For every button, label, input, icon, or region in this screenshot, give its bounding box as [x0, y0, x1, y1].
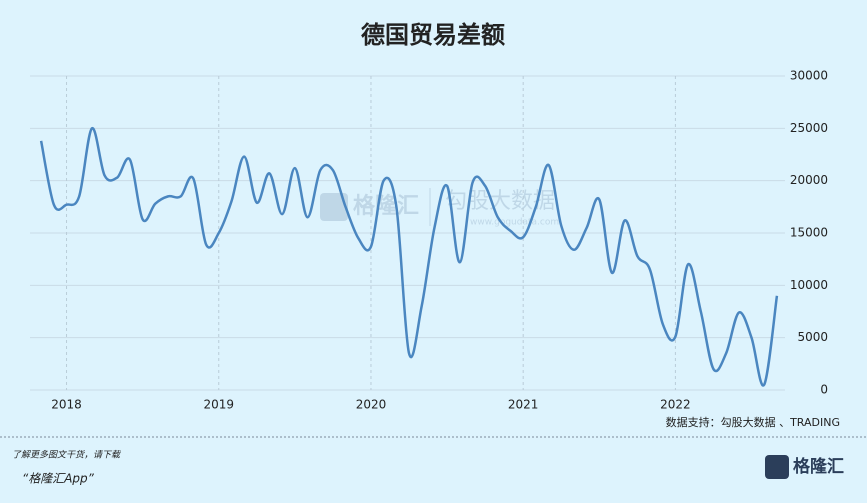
footer-app: “格隆汇App”: [22, 472, 95, 486]
y-tick-label: 10000: [790, 278, 828, 292]
x-tick-label: 2019: [203, 398, 234, 412]
x-tick-label: 2018: [51, 398, 82, 412]
y-tick-label: 25000: [790, 121, 828, 135]
logo-text: 格隆汇: [793, 456, 844, 477]
x-tick-label: 2021: [508, 398, 539, 412]
y-tick-label: 15000: [790, 226, 828, 240]
watermark-text: 格隆汇: [353, 193, 419, 219]
source: 数据支持：勾股大数据 、TRADING: [666, 415, 840, 429]
x-tick-label: 2022: [660, 398, 691, 412]
line: [39, 127, 779, 387]
y-tick-label: 5000: [797, 330, 828, 344]
y-tick-label: 30000: [790, 69, 828, 83]
watermark-icon: [320, 193, 348, 221]
y-tick-label: 0: [820, 383, 828, 397]
watermark-url: www.gogudata.com: [470, 218, 559, 228]
y-tick-label: 20000: [790, 173, 828, 187]
x-tick-label: 2020: [356, 398, 387, 412]
footer-text: 了解更多图文干货，请下载: [12, 450, 121, 461]
logo-icon: [765, 455, 789, 479]
chart-title: 德国贸易差额: [361, 21, 505, 49]
